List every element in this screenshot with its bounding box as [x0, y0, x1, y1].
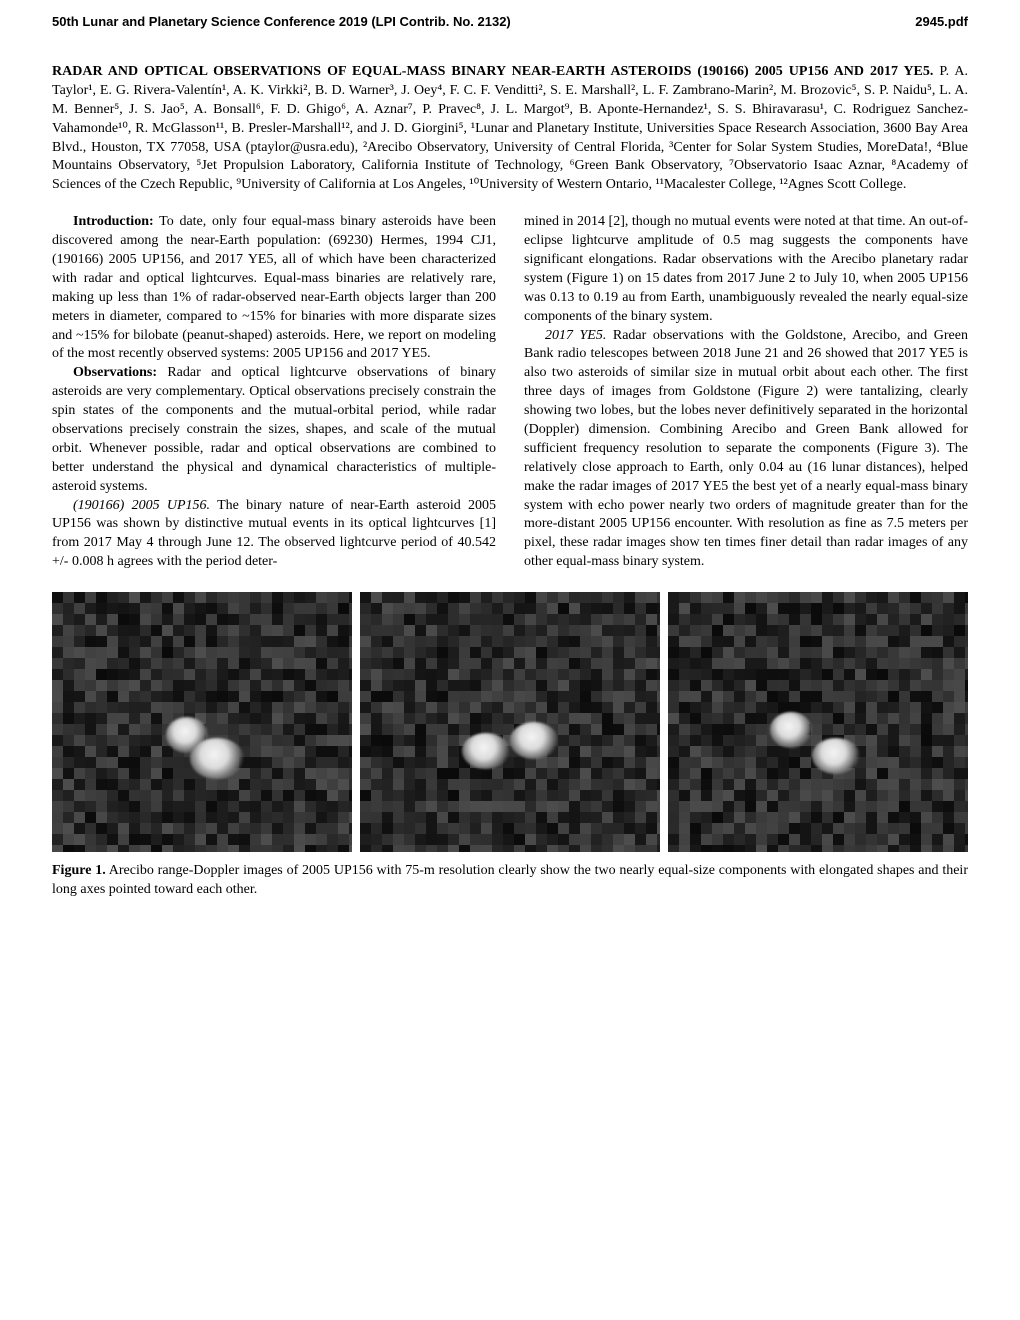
asteroid-component: [510, 722, 558, 758]
section-heading-observations: Observations:: [73, 365, 157, 380]
page-content: RADAR AND OPTICAL OBSERVATIONS OF EQUAL-…: [0, 35, 1020, 924]
radar-panel: [360, 592, 660, 852]
two-column-body: Introduction: To date, only four equal-m…: [52, 213, 968, 572]
title-block: RADAR AND OPTICAL OBSERVATIONS OF EQUAL-…: [52, 63, 968, 195]
figure-caption-text: Arecibo range-Doppler images of 2005 UP1…: [52, 863, 968, 897]
observations-text: Radar and optical lightcurve observation…: [52, 365, 496, 493]
subsection-ye5: 2017 YE5.: [545, 328, 606, 343]
radar-panel: [668, 592, 968, 852]
paragraph-introduction: Introduction: To date, only four equal-m…: [52, 213, 496, 364]
asteroid-component: [190, 738, 244, 780]
right-column: mined in 2014 [2], though no mutual even…: [524, 213, 968, 572]
header-right: 2945.pdf: [915, 14, 968, 29]
paragraph-up156: (190166) 2005 UP156. The binary nature o…: [52, 497, 496, 573]
paper-title: RADAR AND OPTICAL OBSERVATIONS OF EQUAL-…: [52, 64, 933, 79]
section-heading-introduction: Introduction:: [73, 214, 154, 229]
header-left: 50th Lunar and Planetary Science Confere…: [52, 14, 511, 29]
asteroid-component: [812, 738, 860, 774]
paragraph-continuation: mined in 2014 [2], though no mutual even…: [524, 213, 968, 326]
radar-panel: [52, 592, 352, 852]
figure-1-panels: [52, 592, 968, 852]
figure-1-caption: Figure 1. Arecibo range-Doppler images o…: [52, 862, 968, 900]
intro-text: To date, only four equal-mass binary ast…: [52, 214, 496, 361]
ye5-text: Radar observations with the Goldstone, A…: [524, 328, 968, 570]
asteroid-component: [462, 733, 510, 769]
author-affiliations: P. A. Taylor¹, E. G. Rivera-Valentín¹, A…: [52, 64, 968, 192]
figure-label: Figure 1.: [52, 863, 106, 878]
asteroid-component: [770, 712, 812, 748]
paragraph-observations: Observations: Radar and optical lightcur…: [52, 364, 496, 496]
paragraph-ye5: 2017 YE5. Radar observations with the Go…: [524, 327, 968, 573]
left-column: Introduction: To date, only four equal-m…: [52, 213, 496, 572]
header-bar: 50th Lunar and Planetary Science Confere…: [0, 0, 1020, 35]
subsection-up156: (190166) 2005 UP156.: [73, 498, 210, 513]
